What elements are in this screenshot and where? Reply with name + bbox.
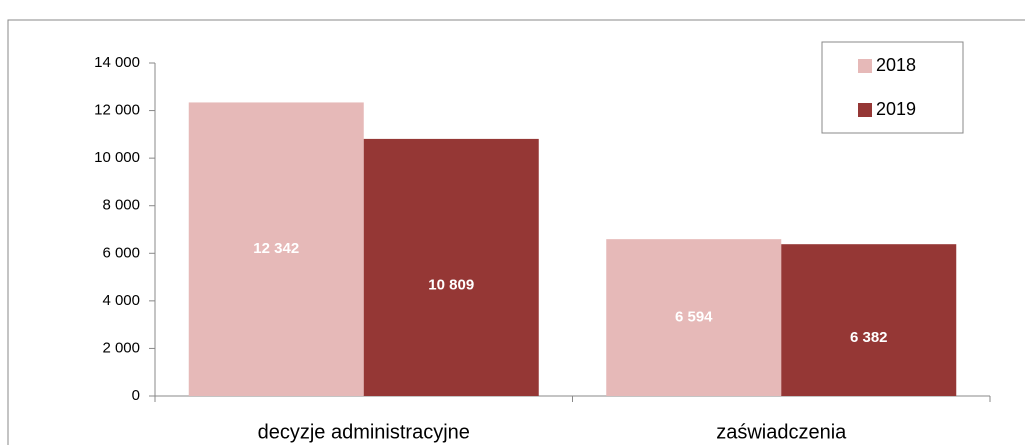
- y-tick-label: 4 000: [102, 292, 140, 309]
- bar: [606, 239, 782, 396]
- y-tick-label: 2 000: [102, 339, 140, 356]
- bar: [781, 244, 957, 396]
- x-tick-label: zaświadczenia: [716, 421, 847, 443]
- legend-swatch: [858, 103, 872, 117]
- bar: [363, 138, 539, 396]
- legend-swatch: [858, 59, 872, 73]
- legend-box: [821, 41, 964, 134]
- data-label: 10 809: [428, 276, 474, 293]
- x-tick-label: decyzje administracyjne: [258, 421, 470, 443]
- legend-label: 2019: [876, 99, 916, 119]
- y-tick-label: 14 000: [94, 54, 140, 71]
- data-label: 6 382: [850, 329, 888, 346]
- y-tick-label: 0: [132, 387, 140, 404]
- data-label: 6 594: [675, 309, 713, 326]
- y-tick-label: 6 000: [102, 244, 140, 261]
- bar: [188, 102, 364, 397]
- y-tick-label: 8 000: [102, 197, 140, 214]
- legend-label: 2018: [876, 55, 916, 75]
- y-tick-label: 12 000: [94, 102, 140, 119]
- y-tick-label: 10 000: [94, 149, 140, 166]
- data-label: 12 342: [253, 240, 299, 257]
